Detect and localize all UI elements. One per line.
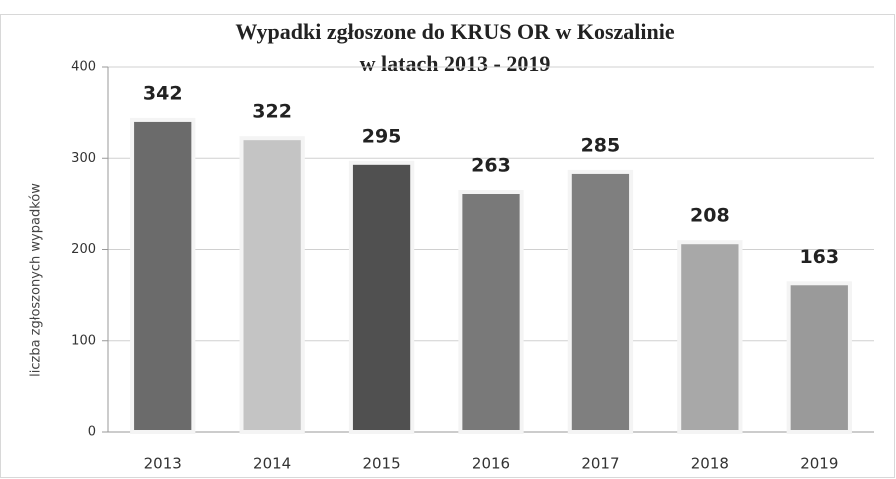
data-label: 263 — [471, 155, 511, 177]
bar — [348, 160, 415, 434]
y-axis-label: liczba zgłoszonych wypadków — [29, 183, 44, 377]
data-label: 285 — [581, 134, 621, 156]
chart-title: Wypadki zgłoszone do KRUS OR w Koszalini… — [235, 19, 674, 44]
bar — [786, 281, 852, 435]
y-tick-label: 0 — [88, 425, 96, 440]
x-tick-label: 2018 — [691, 455, 729, 473]
bar — [458, 190, 524, 434]
data-label: 342 — [143, 82, 183, 104]
x-tick-label: 2015 — [362, 455, 400, 473]
x-tick-label: 2019 — [800, 455, 838, 473]
bar — [239, 136, 305, 435]
y-tick-label: 200 — [71, 242, 96, 257]
chart-subtitle: w latach 2013 - 2019 — [360, 51, 551, 76]
x-tick-label: 2016 — [472, 455, 510, 473]
x-tick-label: 2013 — [144, 455, 182, 473]
bar — [567, 169, 634, 434]
y-tick-label: 100 — [71, 333, 96, 348]
x-tick-label: 2014 — [253, 455, 291, 473]
data-label: 295 — [362, 125, 402, 147]
data-label: 208 — [690, 205, 730, 227]
y-tick-label: 400 — [71, 60, 96, 75]
x-tick-label: 2017 — [581, 455, 619, 473]
bar — [677, 240, 743, 434]
data-label: 163 — [799, 246, 839, 268]
y-tick-label: 300 — [71, 151, 96, 166]
data-label: 322 — [252, 101, 292, 123]
bar — [130, 117, 196, 435]
